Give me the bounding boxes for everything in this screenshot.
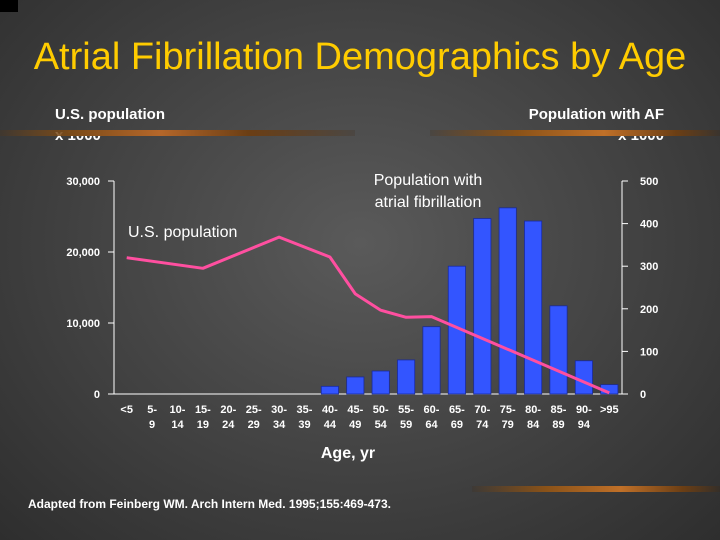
left-axis-title-line-1: U.S. population bbox=[55, 106, 165, 123]
x-tick-label: 40- bbox=[322, 404, 338, 416]
us-population-label: U.S. population bbox=[128, 224, 237, 241]
right-tick-label: 0 bbox=[640, 389, 646, 401]
af-bar bbox=[574, 360, 593, 395]
x-tick-label: 29 bbox=[248, 419, 260, 431]
af-bar bbox=[397, 359, 416, 395]
x-tick-label: 20- bbox=[220, 404, 236, 416]
x-tick-label: 19 bbox=[197, 419, 209, 431]
right-tick-label: 400 bbox=[640, 219, 658, 231]
right-tick-label: 200 bbox=[640, 304, 658, 316]
af-bar bbox=[524, 220, 543, 395]
af-bar bbox=[498, 207, 517, 395]
decorative-divider-right bbox=[430, 130, 720, 136]
x-tick-label: 65- bbox=[449, 404, 465, 416]
af-population-label: Population with bbox=[374, 172, 483, 189]
x-tick-label: 94 bbox=[578, 419, 591, 431]
corner-mark bbox=[0, 0, 18, 12]
x-tick-label: 69 bbox=[451, 419, 463, 431]
right-tick-label: 500 bbox=[640, 176, 658, 188]
x-tick-label: 70- bbox=[474, 404, 490, 416]
decorative-divider-bottom bbox=[472, 486, 720, 492]
left-tick-label: 10,000 bbox=[66, 318, 100, 330]
x-tick-label: 14 bbox=[171, 419, 184, 431]
x-tick-label: 59 bbox=[400, 419, 412, 431]
af-bar bbox=[320, 385, 339, 395]
x-tick-label: 15- bbox=[195, 404, 211, 416]
x-tick-label: 44 bbox=[324, 419, 337, 431]
x-tick-label: 49 bbox=[349, 419, 361, 431]
x-tick-label: 10- bbox=[170, 404, 186, 416]
x-tick-label: 24 bbox=[222, 419, 235, 431]
af-bar bbox=[473, 218, 492, 395]
slide-title: Atrial Fibrillation Demographics by Age bbox=[33, 36, 687, 78]
x-tick-label: 54 bbox=[375, 419, 388, 431]
x-tick-label: 60- bbox=[424, 404, 440, 416]
x-tick-label: 89 bbox=[552, 419, 564, 431]
decorative-divider-left bbox=[0, 130, 355, 136]
x-tick-label: 35- bbox=[297, 404, 313, 416]
af-bar bbox=[549, 305, 568, 395]
us-population-line bbox=[126, 235, 610, 395]
x-tick-label: 85- bbox=[551, 404, 567, 416]
x-tick-label: 25- bbox=[246, 404, 262, 416]
x-tick-label: 80- bbox=[525, 404, 541, 416]
x-axis-title: Age, yr bbox=[321, 445, 375, 462]
x-tick-label: 45- bbox=[347, 404, 363, 416]
x-tick-label: 84 bbox=[527, 419, 540, 431]
af-population-label: atrial fibrillation bbox=[375, 194, 482, 211]
right-axis-title-line-1: Population with AF bbox=[528, 106, 664, 123]
x-tick-label: 30- bbox=[271, 404, 287, 416]
source-citation: Adapted from Feinberg WM. Arch Intern Me… bbox=[28, 497, 391, 511]
right-tick-label: 300 bbox=[640, 261, 658, 273]
x-tick-label: 55- bbox=[398, 404, 414, 416]
x-tick-label: 64 bbox=[425, 419, 438, 431]
x-tick-label: 79 bbox=[502, 419, 514, 431]
x-tick-label: 5- bbox=[147, 404, 157, 416]
x-tick-label: 50- bbox=[373, 404, 389, 416]
af-bar bbox=[422, 326, 441, 395]
x-tick-label: 74 bbox=[476, 419, 489, 431]
left-tick-label: 0 bbox=[94, 389, 100, 401]
x-tick-label: 90- bbox=[576, 404, 592, 416]
left-tick-label: 30,000 bbox=[66, 176, 100, 188]
left-tick-label: 20,000 bbox=[66, 247, 100, 259]
right-tick-label: 100 bbox=[640, 346, 658, 358]
x-tick-label: >95 bbox=[600, 404, 619, 416]
x-tick-label: <5 bbox=[120, 404, 133, 416]
x-tick-label: 75- bbox=[500, 404, 516, 416]
x-tick-label: 39 bbox=[298, 419, 310, 431]
af-bar bbox=[371, 370, 390, 395]
af-bar bbox=[346, 376, 365, 395]
x-tick-label: 9 bbox=[149, 419, 155, 431]
x-tick-label: 34 bbox=[273, 419, 286, 431]
